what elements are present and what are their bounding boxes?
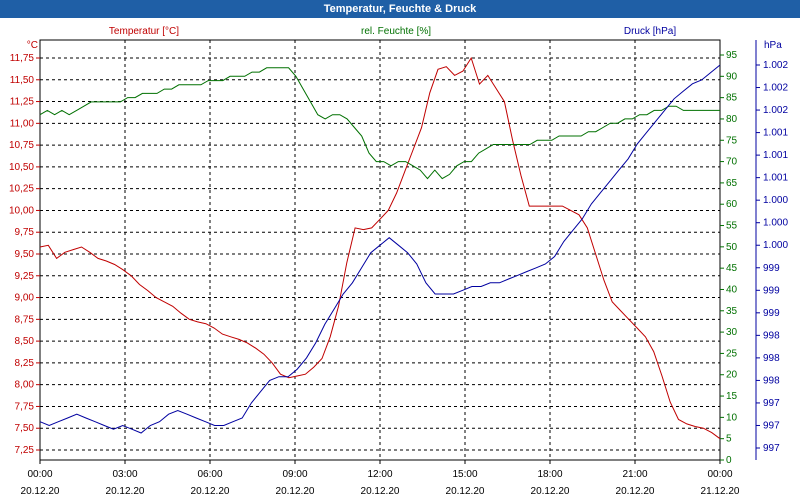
temp-tick-label: 9,50 bbox=[15, 249, 35, 260]
temp-unit-label: °C bbox=[27, 40, 38, 51]
temp-tick-label: 9,00 bbox=[15, 293, 35, 304]
series-line-humidity bbox=[39, 67, 720, 180]
humidity-tick-label: 25 bbox=[726, 348, 738, 359]
temp-tick-label: 10,00 bbox=[9, 205, 34, 216]
temp-tick-label: 9,75 bbox=[15, 227, 35, 238]
x-tick-date: 20.12.20 bbox=[616, 486, 655, 497]
x-tick-date: 20.12.20 bbox=[531, 486, 570, 497]
humidity-tick-label: 70 bbox=[726, 157, 738, 168]
temp-tick-label: 10,50 bbox=[9, 162, 34, 173]
series-lines bbox=[39, 56, 721, 440]
temp-tick-label: 10,75 bbox=[9, 140, 34, 151]
pressure-tick-label: 1.001 bbox=[763, 128, 788, 139]
temp-tick-label: 8,50 bbox=[15, 336, 35, 347]
temp-tick-label: 7,75 bbox=[15, 401, 35, 412]
temp-axis-title: Temperatur [°C] bbox=[109, 26, 179, 37]
temp-tick-label: 8,00 bbox=[15, 380, 35, 391]
humidity-tick-label: 50 bbox=[726, 242, 738, 253]
pressure-tick-label: 997 bbox=[763, 420, 780, 431]
humidity-tick-label: 90 bbox=[726, 71, 738, 82]
temp-tick-label: 9,25 bbox=[15, 271, 35, 282]
x-tick-time: 18:00 bbox=[537, 469, 562, 480]
x-tick-time: 03:00 bbox=[112, 469, 137, 480]
pressure-axis-title: Druck [hPa] bbox=[624, 26, 676, 37]
pressure-tick-label: 1.000 bbox=[763, 240, 788, 251]
x-tick-date: 21.12.20 bbox=[701, 486, 740, 497]
humidity-tick-label: 15 bbox=[726, 391, 738, 402]
temp-tick-label: 11,25 bbox=[10, 97, 35, 108]
temp-tick-label: 11,75 bbox=[10, 53, 35, 64]
temp-tick-label: 8,25 bbox=[15, 358, 35, 369]
x-tick-time: 00:00 bbox=[707, 469, 732, 480]
window-title: Temperatur, Feuchte & Druck bbox=[0, 0, 800, 18]
x-tick-time: 09:00 bbox=[282, 469, 307, 480]
temp-tick-label: 11,00 bbox=[10, 118, 35, 129]
pressure-tick-label: 999 bbox=[763, 308, 780, 319]
pressure-tick-label: 997 bbox=[763, 443, 780, 454]
temp-tick-label: 10,25 bbox=[9, 184, 34, 195]
tick-labels: 00:00 20.12.20 03:00 20.12.20 06:00 20.12.20 0… bbox=[9, 50, 788, 497]
humidity-tick-label: 55 bbox=[726, 221, 738, 232]
temp-tick-label: 7,25 bbox=[15, 445, 35, 456]
pressure-tick-label: 1.002 bbox=[763, 83, 788, 94]
x-tick-time: 21:00 bbox=[622, 469, 647, 480]
humidity-tick-label: 10 bbox=[726, 412, 738, 423]
pressure-tick-label: 998 bbox=[763, 353, 780, 364]
humidity-tick-label: 20 bbox=[726, 370, 738, 381]
humidity-tick-label: 60 bbox=[726, 199, 738, 210]
humidity-tick-label: 80 bbox=[726, 114, 738, 125]
series-line-pressure bbox=[39, 64, 721, 434]
pressure-tick-label: 999 bbox=[763, 285, 780, 296]
x-tick-date: 20.12.20 bbox=[276, 486, 315, 497]
temp-tick-label: 7,50 bbox=[15, 423, 35, 434]
pressure-tick-label: 1.000 bbox=[763, 218, 788, 229]
x-tick-date: 20.12.20 bbox=[106, 486, 145, 497]
grid-layer bbox=[40, 40, 720, 460]
pressure-tick-label: 999 bbox=[763, 263, 780, 274]
humidity-tick-label: 75 bbox=[726, 135, 738, 146]
pressure-tick-label: 1.001 bbox=[763, 173, 788, 184]
humidity-tick-label: 85 bbox=[726, 93, 738, 104]
humidity-axis-title: rel. Feuchte [%] bbox=[361, 26, 431, 37]
humidity-tick-label: 0 bbox=[726, 455, 732, 466]
x-tick-time: 15:00 bbox=[452, 469, 477, 480]
x-tick-time: 12:00 bbox=[367, 469, 392, 480]
humidity-tick-label: 45 bbox=[726, 263, 738, 274]
humidity-tick-label: 30 bbox=[726, 327, 738, 338]
series-line-temp bbox=[39, 56, 721, 440]
pressure-tick-label: 1.000 bbox=[763, 195, 788, 206]
humidity-tick-label: 65 bbox=[726, 178, 738, 189]
humidity-tick-label: 35 bbox=[726, 306, 738, 317]
pressure-tick-label: 998 bbox=[763, 375, 780, 386]
pressure-unit-label: hPa bbox=[764, 40, 782, 51]
x-tick-date: 20.12.20 bbox=[21, 486, 60, 497]
x-tick-date: 20.12.20 bbox=[361, 486, 400, 497]
pressure-tick-label: 998 bbox=[763, 330, 780, 341]
pressure-tick-label: 1.002 bbox=[763, 60, 788, 71]
pressure-tick-label: 1.001 bbox=[763, 150, 788, 161]
x-tick-date: 20.12.20 bbox=[446, 486, 485, 497]
humidity-tick-label: 5 bbox=[726, 434, 732, 445]
x-tick-time: 00:00 bbox=[27, 469, 52, 480]
pressure-tick-label: 1.002 bbox=[763, 105, 788, 116]
x-tick-date: 20.12.20 bbox=[191, 486, 230, 497]
temp-tick-label: 8,75 bbox=[15, 314, 35, 325]
humidity-tick-label: 40 bbox=[726, 284, 738, 295]
pressure-tick-label: 997 bbox=[763, 398, 780, 409]
plot-frame bbox=[36, 39, 760, 464]
x-tick-time: 06:00 bbox=[197, 469, 222, 480]
temp-tick-label: 11,50 bbox=[10, 75, 35, 86]
humidity-tick-label: 95 bbox=[726, 50, 738, 61]
